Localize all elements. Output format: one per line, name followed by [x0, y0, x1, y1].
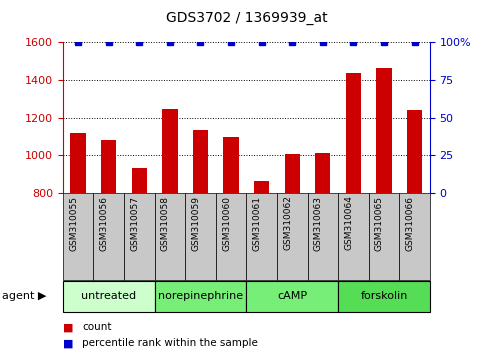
Bar — [254, 181, 270, 193]
Bar — [185, 193, 216, 280]
Bar — [346, 73, 361, 193]
Text: GSM310055: GSM310055 — [69, 195, 78, 251]
Text: GSM310058: GSM310058 — [161, 195, 170, 251]
Bar — [315, 153, 330, 193]
Bar — [376, 68, 392, 193]
Text: count: count — [82, 322, 112, 332]
Bar — [407, 110, 422, 193]
Text: agent ▶: agent ▶ — [2, 291, 47, 302]
Text: GSM310057: GSM310057 — [130, 195, 139, 251]
Bar — [93, 193, 124, 280]
Bar — [63, 281, 155, 312]
Text: GSM310064: GSM310064 — [344, 195, 354, 250]
Bar — [216, 193, 246, 280]
Text: ■: ■ — [63, 338, 73, 348]
Bar — [277, 193, 308, 280]
Text: GSM310059: GSM310059 — [191, 195, 200, 251]
Bar — [71, 133, 86, 193]
Text: GSM310060: GSM310060 — [222, 195, 231, 251]
Bar — [308, 193, 338, 280]
Bar — [246, 281, 338, 312]
Text: GSM310056: GSM310056 — [99, 195, 109, 251]
Bar — [101, 140, 116, 193]
Text: cAMP: cAMP — [277, 291, 307, 302]
Bar — [193, 130, 208, 193]
Bar — [162, 109, 177, 193]
Text: GSM310066: GSM310066 — [406, 195, 414, 251]
Text: GSM310065: GSM310065 — [375, 195, 384, 251]
Bar — [63, 193, 93, 280]
Bar — [338, 193, 369, 280]
Bar — [155, 281, 246, 312]
Text: forskolin: forskolin — [360, 291, 408, 302]
Bar — [338, 281, 430, 312]
Text: ■: ■ — [63, 322, 73, 332]
Bar — [246, 193, 277, 280]
Bar — [399, 193, 430, 280]
Text: GDS3702 / 1369939_at: GDS3702 / 1369939_at — [166, 11, 327, 25]
Bar — [131, 167, 147, 193]
Text: percentile rank within the sample: percentile rank within the sample — [82, 338, 258, 348]
Bar — [223, 137, 239, 193]
Text: GSM310063: GSM310063 — [314, 195, 323, 251]
Bar — [155, 193, 185, 280]
Bar — [124, 193, 155, 280]
Text: GSM310062: GSM310062 — [283, 195, 292, 250]
Bar — [369, 193, 399, 280]
Bar — [284, 154, 300, 193]
Text: norepinephrine: norepinephrine — [158, 291, 243, 302]
Text: untreated: untreated — [81, 291, 136, 302]
Text: GSM310061: GSM310061 — [253, 195, 262, 251]
